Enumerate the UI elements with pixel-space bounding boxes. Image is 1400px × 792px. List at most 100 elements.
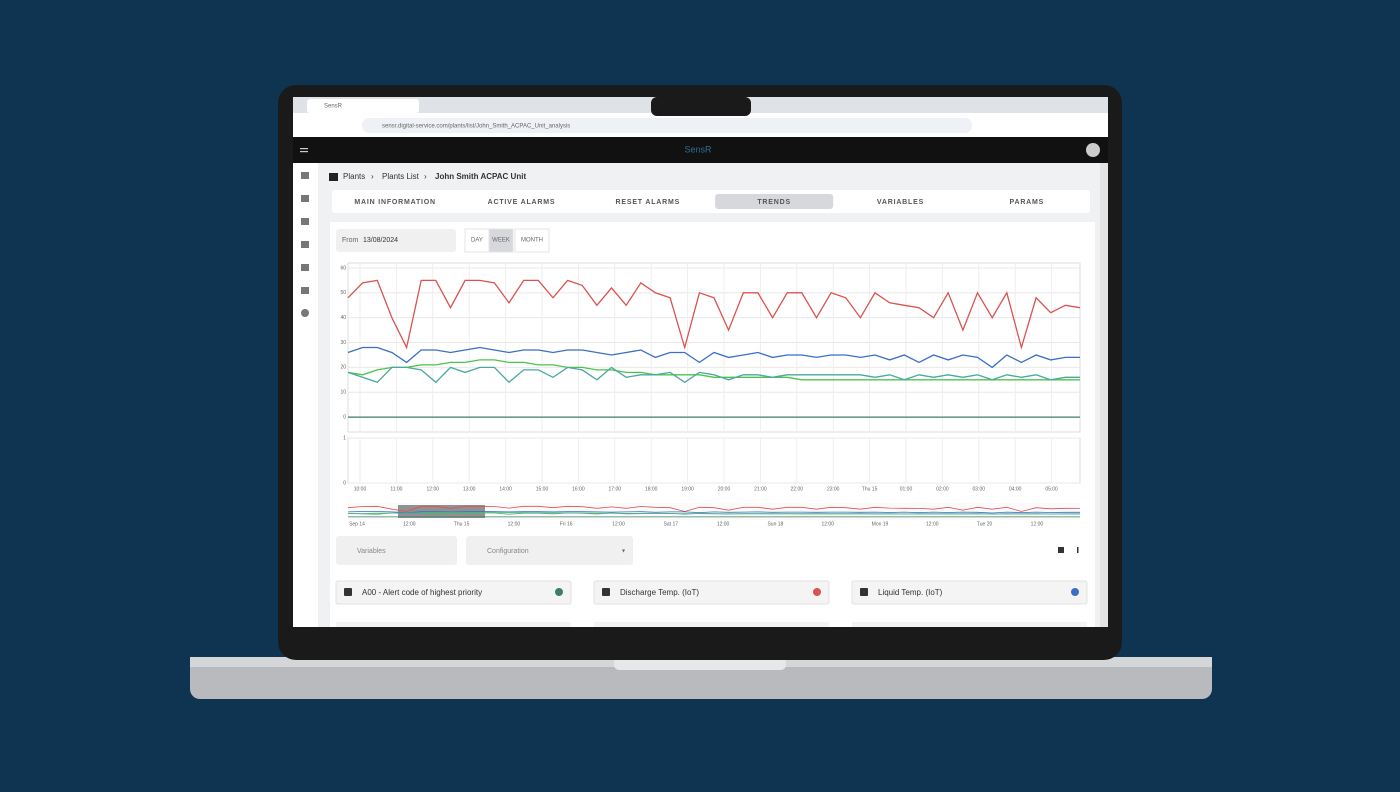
- variable-card[interactable]: [593, 580, 830, 605]
- scrollbar: [1100, 163, 1108, 627]
- variable-name: Liquid Temp. (IoT): [878, 588, 943, 597]
- checkbox[interactable]: [602, 588, 610, 596]
- address-bar[interactable]: [362, 118, 972, 133]
- navigator-label: 12:00: [926, 521, 939, 527]
- sidebar: [293, 163, 318, 627]
- tab[interactable]: VARIABLES: [877, 199, 924, 206]
- nav-icon[interactable]: [301, 241, 309, 248]
- series-color-dot: [555, 588, 563, 596]
- x-tick-label: 11:00: [390, 486, 402, 492]
- download-icon[interactable]: [1058, 547, 1064, 553]
- navigator-label: Fri 16: [560, 521, 573, 527]
- logo: SensR: [684, 144, 712, 154]
- laptop-notch: [614, 657, 786, 670]
- series-line: [347, 279, 1081, 350]
- range-button[interactable]: [514, 228, 550, 253]
- series-line: [347, 366, 1080, 384]
- x-tick-label: 13:00: [463, 486, 476, 492]
- app-header: [293, 137, 1108, 163]
- menu-icon[interactable]: [300, 151, 308, 153]
- plot-area: [347, 262, 1081, 433]
- card: [594, 622, 829, 627]
- breadcrumb-sep: ›: [424, 172, 427, 181]
- card: [852, 622, 1087, 627]
- x-tick-label: 02:00: [936, 486, 949, 492]
- nav-icon[interactable]: [301, 218, 309, 225]
- breadcrumb: John Smith ACPAC Unit: [435, 172, 526, 181]
- home-icon[interactable]: [329, 173, 338, 181]
- nav-icon[interactable]: [301, 195, 309, 202]
- breadcrumb[interactable]: Plants List: [382, 172, 420, 181]
- series-line: [347, 346, 1080, 369]
- navigator-label: Mon 19: [872, 521, 889, 527]
- x-tick-label: 01:00: [900, 486, 913, 492]
- navigator-line: [347, 512, 1080, 515]
- navigator-label: Sep 14: [349, 521, 365, 527]
- range-label: WEEK: [492, 238, 510, 244]
- tab[interactable]: ACTIVE ALARMS: [488, 199, 556, 206]
- nav-icon[interactable]: [301, 264, 309, 271]
- tab[interactable]: RESET ALARMS: [616, 199, 681, 206]
- tab[interactable]: PARAMS: [1010, 199, 1045, 206]
- navigator-label: 12:00: [612, 521, 625, 527]
- range-label: DAY: [471, 238, 483, 244]
- range-button[interactable]: [488, 228, 514, 253]
- nav-icon[interactable]: [301, 172, 309, 179]
- series-color-dot: [813, 588, 821, 596]
- x-tick-label: 15:00: [536, 486, 549, 492]
- y-tick-label: 50: [340, 290, 346, 296]
- series-line: [347, 359, 1080, 381]
- navigator-label: 12:00: [403, 521, 416, 527]
- checkbox[interactable]: [860, 588, 868, 596]
- y-tick-label: 30: [340, 340, 346, 346]
- variable-card[interactable]: [335, 580, 572, 605]
- main-panel: [330, 222, 1095, 627]
- breadcrumb[interactable]: Plants: [343, 172, 365, 181]
- variables-search[interactable]: [336, 536, 457, 565]
- x-tick-label: 21:00: [754, 486, 767, 492]
- tab[interactable]: MAIN INFORMATION: [354, 199, 436, 206]
- navigator-label: Tue 20: [977, 521, 993, 527]
- y-tick-label: 10: [340, 390, 346, 396]
- variable-card[interactable]: [851, 580, 1088, 605]
- camera-notch: [651, 97, 751, 116]
- laptop-base: [190, 657, 1212, 699]
- x-tick-label: 19:00: [681, 486, 694, 492]
- avatar[interactable]: [1086, 143, 1100, 157]
- nav-icon[interactable]: [301, 287, 309, 294]
- x-tick-label: 05:00: [1045, 486, 1058, 492]
- navigator-label: 12:00: [1031, 521, 1044, 527]
- tab-title: SensR: [324, 104, 343, 110]
- url: sensr.digital-service.com/plants/list/Jo…: [382, 124, 570, 130]
- tab[interactable]: TRENDS: [757, 199, 791, 206]
- configuration-select[interactable]: [466, 536, 633, 565]
- y-tick-label: 60: [340, 265, 346, 271]
- y-tick-label: 0: [343, 414, 346, 420]
- x-tick-label: 04:00: [1009, 486, 1022, 492]
- date-label: From: [342, 237, 359, 244]
- y-tick-label: 40: [340, 315, 346, 321]
- navigator-label: Sat 17: [664, 521, 679, 527]
- navigator-label: Thu 15: [454, 521, 470, 527]
- menu-icon[interactable]: [300, 148, 308, 150]
- browser-tab[interactable]: [307, 99, 419, 113]
- x-tick-label: 16:00: [572, 486, 585, 492]
- configuration-label: Configuration: [487, 548, 529, 555]
- nav-icon[interactable]: [301, 309, 309, 317]
- navigator-line: [347, 505, 1081, 512]
- checkbox[interactable]: [344, 588, 352, 596]
- date-field[interactable]: [336, 229, 456, 252]
- variable-name: A00 - Alert code of highest priority: [362, 588, 482, 597]
- card: [336, 622, 571, 627]
- x-tick-label: 20:00: [718, 486, 731, 492]
- series-color-dot: [1071, 588, 1079, 596]
- x-tick-label: 03:00: [973, 486, 986, 492]
- active-tab-bg: [715, 194, 834, 209]
- x-tick-label: 12:00: [427, 486, 440, 492]
- x-tick-label: 22:00: [791, 486, 804, 492]
- x-tick-label: 14:00: [499, 486, 512, 492]
- y-tick-label: 20: [340, 365, 346, 371]
- more-icon[interactable]: [1077, 547, 1079, 553]
- x-tick-label: 23:00: [827, 486, 840, 492]
